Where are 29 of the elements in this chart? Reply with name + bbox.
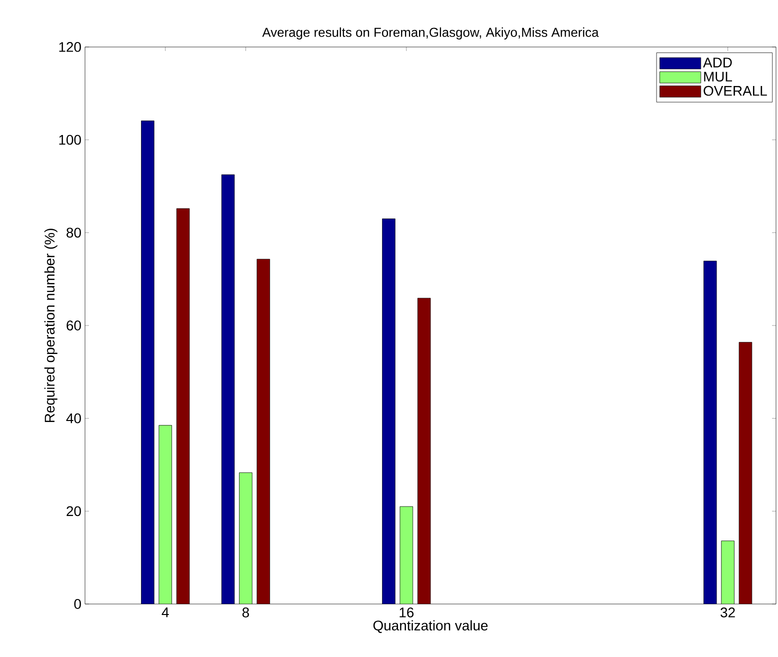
y-tick-label: 100	[59, 134, 81, 145]
x-tick-label: 8	[242, 608, 249, 618]
bar	[738, 342, 752, 604]
y-tick-label: 60	[66, 320, 81, 330]
y-tick-label: 0	[74, 599, 81, 609]
y-tick-label: 80	[66, 228, 81, 238]
bar	[703, 260, 717, 604]
y-tick-label: 40	[66, 413, 81, 424]
chart-title: Average results on Foreman,Glasgow, Akiyo,Miss America	[262, 27, 599, 40]
x-axis-title: Quantization value	[373, 620, 488, 633]
legend-label: OVERALL	[704, 86, 767, 96]
legend-label: MUL	[704, 72, 732, 82]
x-tick-label: 32	[720, 608, 735, 618]
bar	[417, 298, 431, 604]
bar	[400, 506, 414, 604]
x-tick-label: 16	[400, 608, 414, 618]
legend-label: ADD	[703, 58, 732, 68]
bar	[176, 208, 190, 604]
bar	[141, 120, 154, 604]
bar	[256, 258, 270, 604]
bar	[239, 472, 252, 604]
bar	[158, 425, 172, 604]
x-tick-label: 4	[162, 608, 169, 618]
bar	[382, 218, 396, 604]
y-tick-label: 20	[66, 506, 81, 516]
y-axis-title: Required operation number (%)	[44, 228, 58, 422]
bar	[721, 540, 734, 604]
y-tick-label: 120	[59, 42, 81, 52]
bar	[221, 174, 235, 604]
